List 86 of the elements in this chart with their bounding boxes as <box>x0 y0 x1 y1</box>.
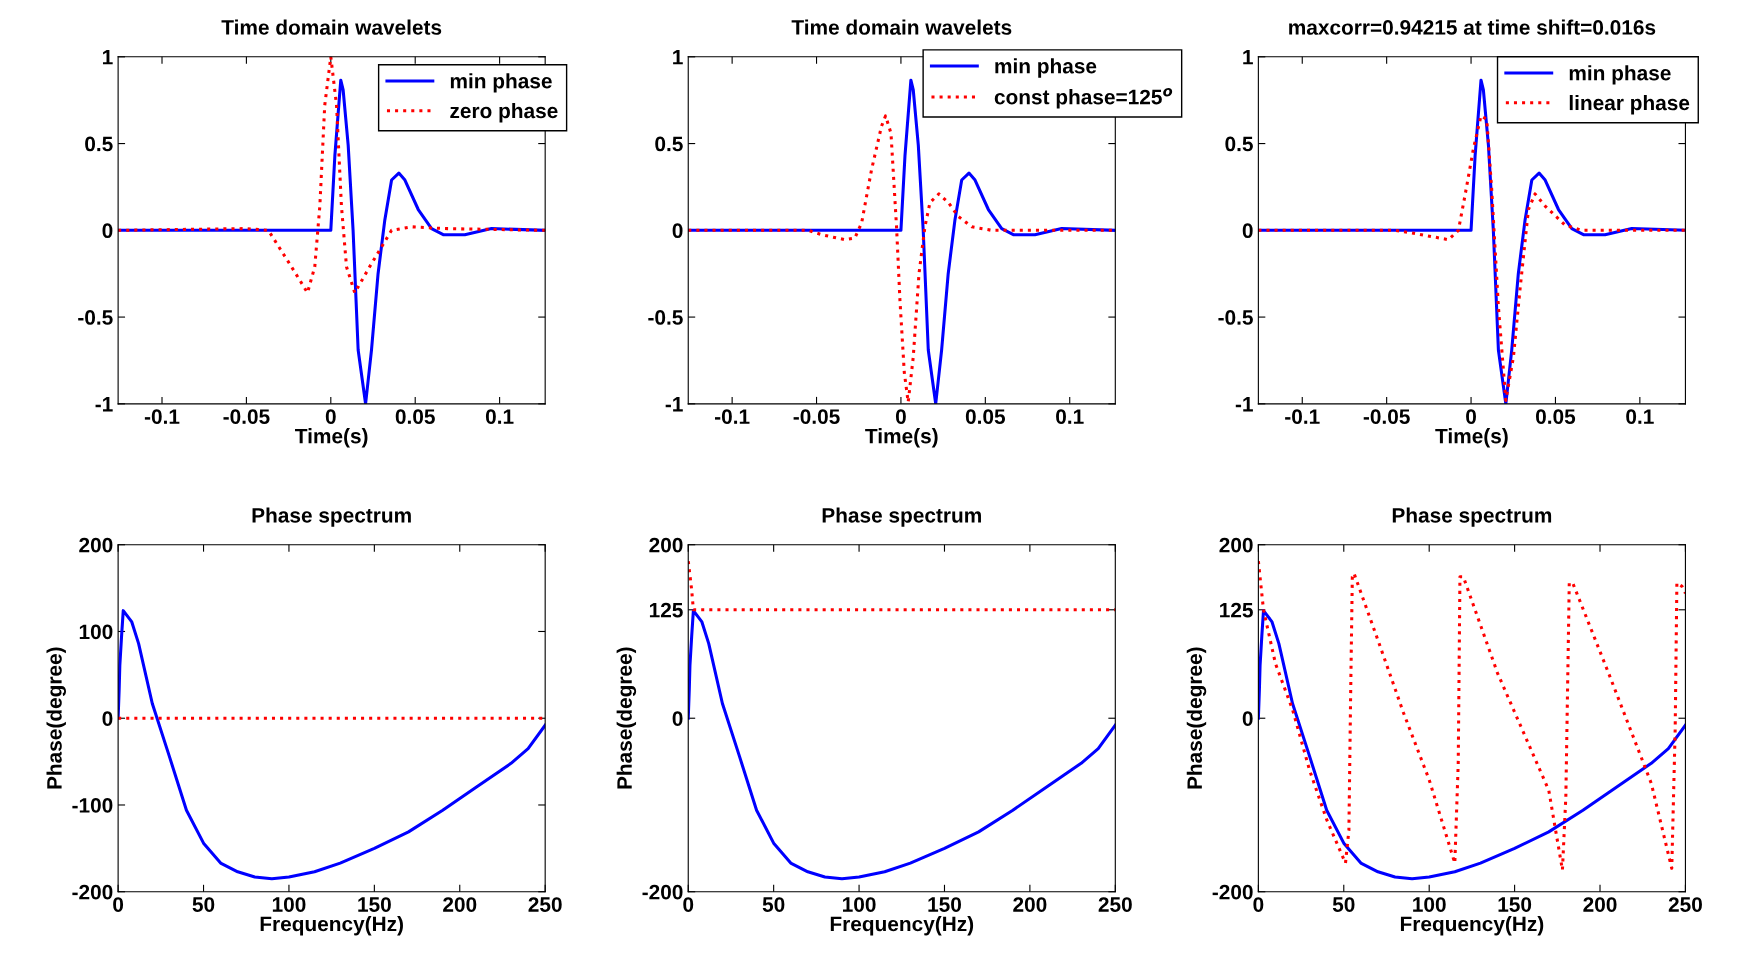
x-tick-label: -0.05 <box>793 409 840 424</box>
x-axis-title: Time(s) <box>295 428 368 448</box>
x-tick-label: 0.1 <box>485 409 514 424</box>
legend-label: const phase=125$^{o}$ <box>994 88 1173 109</box>
chart-title: Phase spectrum <box>1392 507 1552 527</box>
x-tick-label: 0.1 <box>1626 409 1654 424</box>
x-axis-title: Frequency(Hz) <box>830 916 974 936</box>
y-tick-label: -200 <box>1212 884 1253 900</box>
x-tick-label: 250 <box>528 897 562 912</box>
y-tick-label: 100 <box>79 624 113 640</box>
y-axis-title: Phase(degree) <box>46 647 67 789</box>
y-tick-label: 0 <box>672 223 683 239</box>
y-tick-label: -100 <box>72 797 113 813</box>
x-tick-label: 200 <box>1013 897 1047 912</box>
line-series <box>1258 609 1686 881</box>
y-tick-label: 0 <box>102 223 113 239</box>
y-tick-label: -0.5 <box>1218 310 1253 325</box>
y-tick-label: 125 <box>649 602 683 618</box>
x-axis-title: Time(s) <box>865 428 938 448</box>
chart-title: maxcorr=0.94215 at time shift=0.016s <box>1289 19 1656 35</box>
x-tick-label: 0.05 <box>1536 409 1576 424</box>
chart-title: Time domain wavelets <box>221 19 442 35</box>
legend-label: min phase <box>450 73 552 93</box>
y-tick-label: 1 <box>102 50 113 65</box>
y-axis-title: Phase(degree) <box>1186 647 1207 789</box>
y-tick-label: 0 <box>102 711 113 726</box>
legend-label: min phase <box>995 58 1097 78</box>
x-tick-label: -0.1 <box>1285 409 1320 424</box>
x-tick-label: 50 <box>762 897 785 912</box>
x-tick-label: -0.05 <box>1363 409 1410 424</box>
x-tick-label: -0.1 <box>715 409 750 424</box>
x-tick-label: 0.05 <box>965 409 1006 424</box>
x-tick-label: 100 <box>843 897 876 912</box>
y-tick-label: -1 <box>665 397 683 412</box>
x-tick-label: 150 <box>1498 897 1532 912</box>
x-tick-label: 200 <box>443 897 477 912</box>
y-tick-label: -0.5 <box>648 310 683 325</box>
legend-label: zero phase <box>450 102 558 123</box>
legend-label: min phase <box>1569 65 1671 85</box>
y-tick-label: -200 <box>72 884 113 900</box>
y-tick-label: 0 <box>1242 711 1253 726</box>
x-tick-label: 0.1 <box>1056 409 1084 424</box>
y-tick-label: 1 <box>673 50 683 65</box>
x-tick-label: 100 <box>1413 897 1446 912</box>
x-tick-label: 0 <box>325 409 336 424</box>
line-series <box>688 609 1116 881</box>
x-axis-title: Frequency(Hz) <box>260 916 403 936</box>
x-tick-label: 0 <box>1253 897 1264 912</box>
y-tick-label: 0.5 <box>1225 136 1253 152</box>
y-tick-label: -1 <box>95 397 113 412</box>
x-tick-label: 0 <box>895 409 906 424</box>
x-axis-title: Time(s) <box>1435 428 1508 448</box>
x-tick-label: 0 <box>113 897 124 912</box>
line-series <box>118 609 546 881</box>
y-tick-label: -1 <box>1235 397 1253 412</box>
x-tick-label: -0.1 <box>144 409 180 424</box>
x-tick-label: 150 <box>358 897 391 912</box>
y-tick-label: 200 <box>649 537 683 553</box>
chart-title: Phase spectrum <box>822 507 981 527</box>
y-tick-label: 0.5 <box>85 136 113 152</box>
y-tick-label: 0 <box>672 711 683 726</box>
x-tick-label: 0.05 <box>395 409 435 424</box>
x-tick-label: 250 <box>1668 897 1702 912</box>
x-tick-label: 150 <box>928 897 962 912</box>
y-tick-label: 200 <box>79 537 113 553</box>
line-series <box>1258 559 1686 872</box>
x-axis-title: Frequency(Hz) <box>1400 916 1544 936</box>
chart-title: Time domain wavelets <box>791 19 1012 35</box>
y-tick-label: 1 <box>1243 50 1253 65</box>
x-tick-label: 50 <box>1332 897 1355 912</box>
x-tick-label: 100 <box>272 897 306 912</box>
x-tick-label: 0 <box>683 897 694 912</box>
x-tick-label: 50 <box>192 897 215 912</box>
chart-title: Phase spectrum <box>252 507 411 527</box>
x-tick-label: 200 <box>1583 897 1617 912</box>
x-tick-label: 0 <box>1466 409 1476 424</box>
x-tick-label: -0.05 <box>223 409 270 424</box>
y-tick-label: 200 <box>1219 537 1253 553</box>
y-tick-label: -0.5 <box>78 310 113 325</box>
y-tick-label: 0 <box>1242 223 1253 239</box>
y-tick-label: 125 <box>1220 602 1253 618</box>
y-tick-label: -200 <box>642 884 683 900</box>
x-tick-label: 250 <box>1098 897 1132 912</box>
legend-label: linear phase <box>1569 94 1690 115</box>
y-axis-title: Phase(degree) <box>616 647 637 789</box>
y-tick-label: 0.5 <box>655 136 683 152</box>
